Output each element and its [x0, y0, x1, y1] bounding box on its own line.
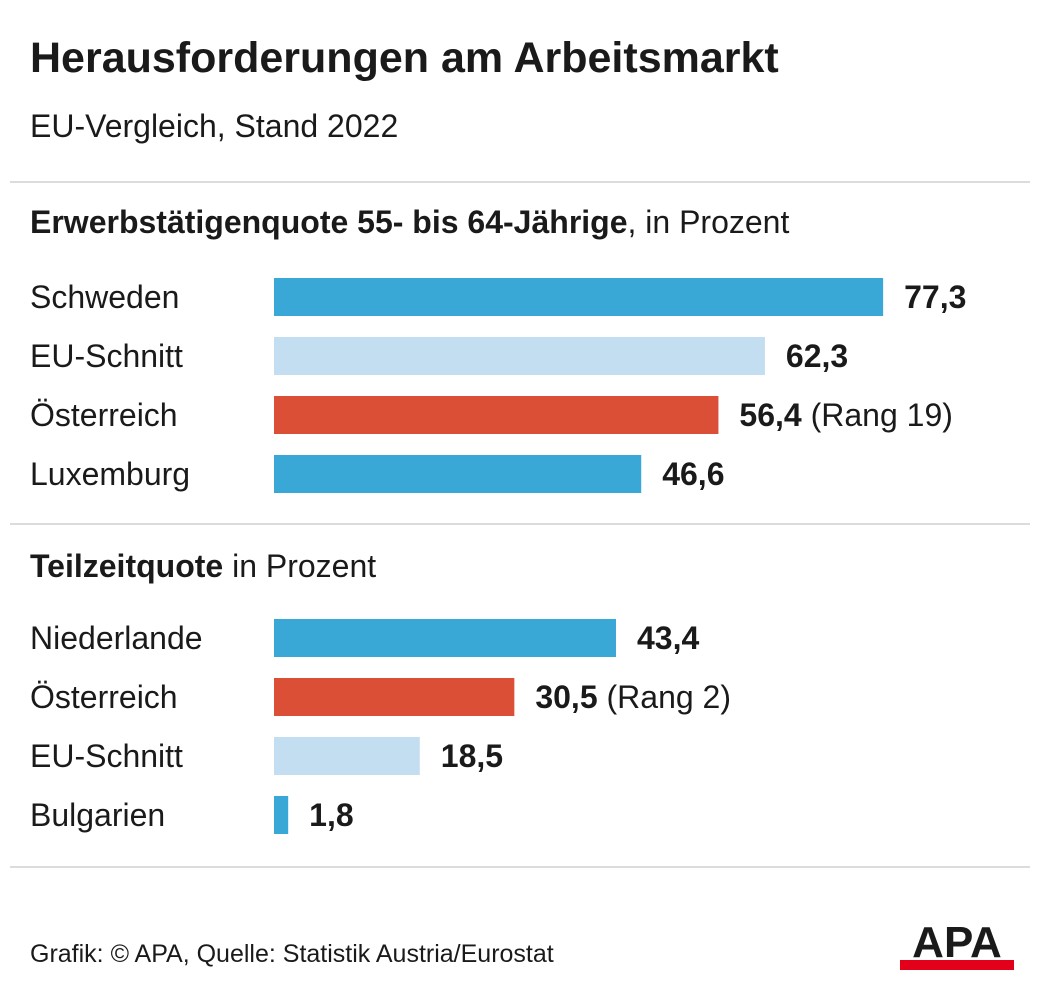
- chart-title: Herausforderungen am Arbeitsmarkt: [30, 34, 779, 82]
- value-label: 30,5 (Rang 2): [535, 679, 731, 715]
- bar: [274, 337, 765, 375]
- bar: [274, 278, 884, 316]
- bar: [274, 678, 515, 716]
- value-number: 56,4: [739, 397, 801, 433]
- chart-subtitle: EU-Vergleich, Stand 2022: [30, 108, 399, 144]
- divider-bottom: [10, 866, 1030, 868]
- section-title-employment: Erwerbstätigenquote 55- bis 64-Jährige, …: [30, 204, 789, 241]
- section-title-employment-bold: Erwerbstätigenquote 55- bis 64-Jährige: [30, 204, 628, 240]
- value-number: 18,5: [441, 738, 503, 774]
- value-label: 77,3: [904, 279, 966, 315]
- category-label: Österreich: [30, 397, 178, 433]
- bar: [274, 796, 289, 834]
- value-label: 56,4 (Rang 19): [739, 397, 952, 433]
- logo-text: APA: [912, 920, 1002, 967]
- category-label: Österreich: [30, 679, 178, 715]
- value-number: 77,3: [904, 279, 966, 315]
- section-title-parttime: Teilzeitquote in Prozent: [30, 548, 376, 585]
- logo-bar: [900, 960, 1014, 970]
- bar: [274, 396, 719, 434]
- bar: [274, 737, 420, 775]
- divider-middle: [10, 523, 1030, 525]
- category-label: Luxemburg: [30, 456, 190, 492]
- value-label: 46,6: [662, 456, 724, 492]
- section-title-parttime-rest: in Prozent: [223, 548, 377, 584]
- category-label: Schweden: [30, 279, 179, 315]
- value-number: 62,3: [786, 338, 848, 374]
- category-label: EU-Schnitt: [30, 338, 183, 374]
- category-label: EU-Schnitt: [30, 738, 183, 774]
- value-number: 1,8: [309, 797, 353, 833]
- value-label: 18,5: [441, 738, 503, 774]
- source-credit: Grafik: © APA, Quelle: Statistik Austria…: [30, 940, 554, 968]
- divider-top: [10, 181, 1030, 183]
- section-title-parttime-bold: Teilzeitquote: [30, 548, 224, 584]
- value-label: 43,4: [637, 620, 699, 656]
- section-title-employment-rest: , in Prozent: [627, 204, 790, 240]
- value-number: 43,4: [637, 620, 699, 656]
- rank-annotation: (Rang 2): [598, 679, 731, 715]
- value-number: 30,5: [535, 679, 597, 715]
- value-label: 1,8: [309, 797, 353, 833]
- bar: [274, 619, 616, 657]
- category-label: Bulgarien: [30, 797, 165, 833]
- apa-logo: APA: [900, 918, 1014, 972]
- rank-annotation: (Rang 19): [802, 397, 953, 433]
- parttime-rate-chart: Niederlande 43,4 Österreich 30,5 (Rang 2) EU…: [30, 619, 731, 834]
- bar: [274, 455, 642, 493]
- category-label: Niederlande: [30, 620, 203, 656]
- value-label: 62,3: [786, 338, 848, 374]
- employment-rate-chart: Schweden 77,3 EU-Schnitt 62,3 Österreich 56,4…: [30, 278, 966, 493]
- value-number: 46,6: [662, 456, 724, 492]
